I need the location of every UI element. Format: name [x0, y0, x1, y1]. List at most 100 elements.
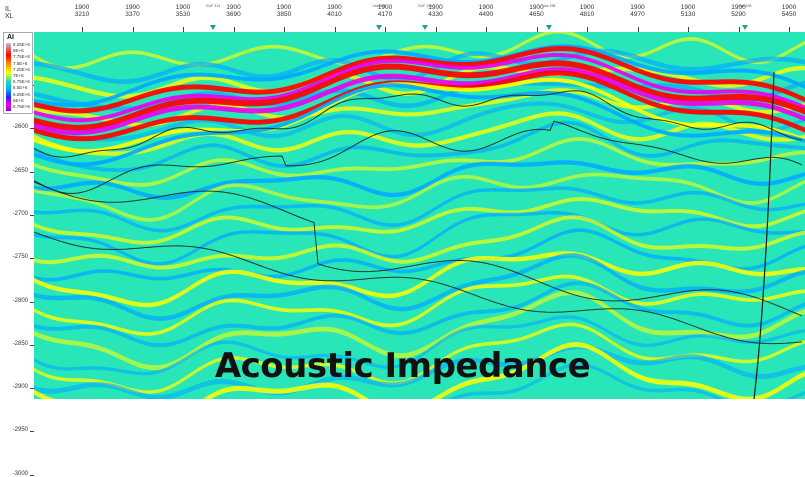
inline-value: 1900	[74, 4, 90, 11]
horizon-line	[34, 231, 803, 345]
trace-tick-label: 1900 4330	[421, 4, 451, 18]
crossline-value: 4170	[377, 11, 393, 18]
well-name: Use 555	[372, 4, 386, 8]
impedance-band	[34, 83, 805, 167]
trace-tick-label: 1900 3690	[219, 4, 249, 18]
reflector-band	[34, 186, 805, 233]
depth-label: -2650	[12, 167, 28, 174]
inline-value: 1900	[377, 4, 393, 11]
legend-value: 7E+6	[13, 73, 24, 78]
inline-value: 1900	[478, 4, 494, 11]
tick-mark	[183, 27, 184, 32]
well-marker-icon	[210, 25, 216, 30]
depth-tick	[30, 301, 34, 303]
reflector-band	[34, 160, 805, 200]
depth-tick	[30, 128, 34, 130]
impedance-band	[34, 77, 805, 154]
inline-value: 1900	[175, 4, 191, 11]
tick-mark	[688, 27, 689, 32]
depth-tick	[30, 171, 34, 173]
trace-tick-label: 1900 4650	[522, 4, 552, 18]
crossline-value: 5290	[731, 11, 746, 18]
color-legend: AI 8.25E+6 8E+6 7.75E+6 7.5E+6 7.25E+6 7E+6 6.…	[3, 32, 33, 114]
crossline-value: 3690	[226, 11, 241, 18]
reflector-band	[34, 137, 805, 187]
crossline-value: 4650	[529, 11, 544, 18]
depth-label: -2750	[12, 254, 28, 261]
tick-mark	[435, 27, 437, 32]
legend-value: 5.75E+6	[13, 104, 30, 109]
well-marker-icon	[422, 25, 428, 30]
reflector-band	[34, 64, 805, 99]
reflector-band	[34, 342, 805, 399]
legend-value: 6.75E+6	[13, 79, 30, 85]
depth-label: -2850	[12, 340, 28, 347]
legend-value: 8E+6	[13, 48, 24, 54]
inline-value: 1900	[428, 4, 443, 11]
trace-tick-label: 1900 5130	[673, 4, 703, 18]
trace-tick-label: 1900 4170	[370, 4, 400, 18]
trace-tick-label: 1900 5450	[774, 4, 804, 18]
depth-label: -3000	[12, 470, 28, 477]
depth-tick	[30, 388, 34, 390]
tick-mark	[334, 27, 336, 32]
tick-mark	[82, 27, 83, 32]
legend-value: 8.25E+6	[13, 42, 30, 47]
crossline-value: 3850	[276, 11, 292, 18]
trace-tick-label: 1900 3370	[118, 4, 148, 18]
legend-value: 6.5E+6	[13, 85, 28, 91]
crossline-value: 4010	[327, 11, 342, 18]
reflector-band	[34, 251, 805, 308]
tick-mark	[789, 27, 790, 32]
inline-value: 1900	[327, 4, 342, 11]
interpreted-horizons	[34, 90, 803, 345]
horizon-line	[34, 181, 803, 317]
reflector-band	[34, 315, 805, 376]
well-name: GUF 123	[417, 4, 433, 8]
legend-value: 6.25E+6	[13, 91, 30, 97]
depth-label: -2700	[12, 210, 28, 217]
xl-label: XL	[5, 13, 14, 20]
legend-value: 6E+6	[13, 97, 24, 103]
tick-mark	[637, 27, 639, 32]
inline-value: 1900	[731, 4, 746, 11]
tick-mark	[385, 27, 386, 32]
well-name: Use 258	[542, 4, 556, 8]
impedance-band	[34, 53, 805, 123]
reflector-band	[328, 362, 805, 399]
reflector-band	[34, 290, 805, 371]
reflector-band	[34, 253, 805, 321]
inline-value: 1900	[226, 4, 241, 11]
well-marker-icon	[546, 25, 552, 30]
high-impedance-package	[34, 44, 805, 167]
reflector-band	[34, 344, 805, 399]
impedance-band	[34, 46, 805, 114]
inline-value: 1900	[630, 4, 645, 11]
trace-tick-label: 1900 4010	[320, 4, 350, 18]
crossline-value: 5450	[781, 11, 797, 18]
crossline-value: 5130	[680, 11, 696, 18]
impedance-band	[34, 44, 805, 108]
tick-mark	[738, 27, 740, 32]
trace-tick-label: 1900 4970	[623, 4, 653, 18]
reflector-band	[34, 172, 805, 222]
inline-value: 1900	[125, 4, 140, 11]
depth-label: -2800	[12, 297, 28, 304]
crossline-value: 4810	[579, 11, 595, 18]
depth-tick	[30, 431, 34, 433]
crossline-value: 4490	[478, 11, 494, 18]
reflector-band	[34, 32, 805, 70]
reflector-band	[34, 215, 805, 270]
trace-tick-label: 1900 3530	[168, 4, 198, 18]
legend-value: 7.75E+6	[13, 54, 30, 60]
legend-title: AI	[7, 34, 14, 41]
well-name: GUF 314	[205, 4, 221, 8]
legend-colorbar	[6, 43, 11, 111]
inline-value: 1900	[529, 4, 544, 11]
well-marker-icon	[376, 25, 382, 30]
tick-mark	[587, 27, 588, 32]
il-label: IL	[5, 6, 11, 13]
horizon-line	[34, 120, 803, 194]
crossline-value: 4330	[428, 11, 443, 18]
legend-value: 7.5E+6	[13, 60, 28, 66]
